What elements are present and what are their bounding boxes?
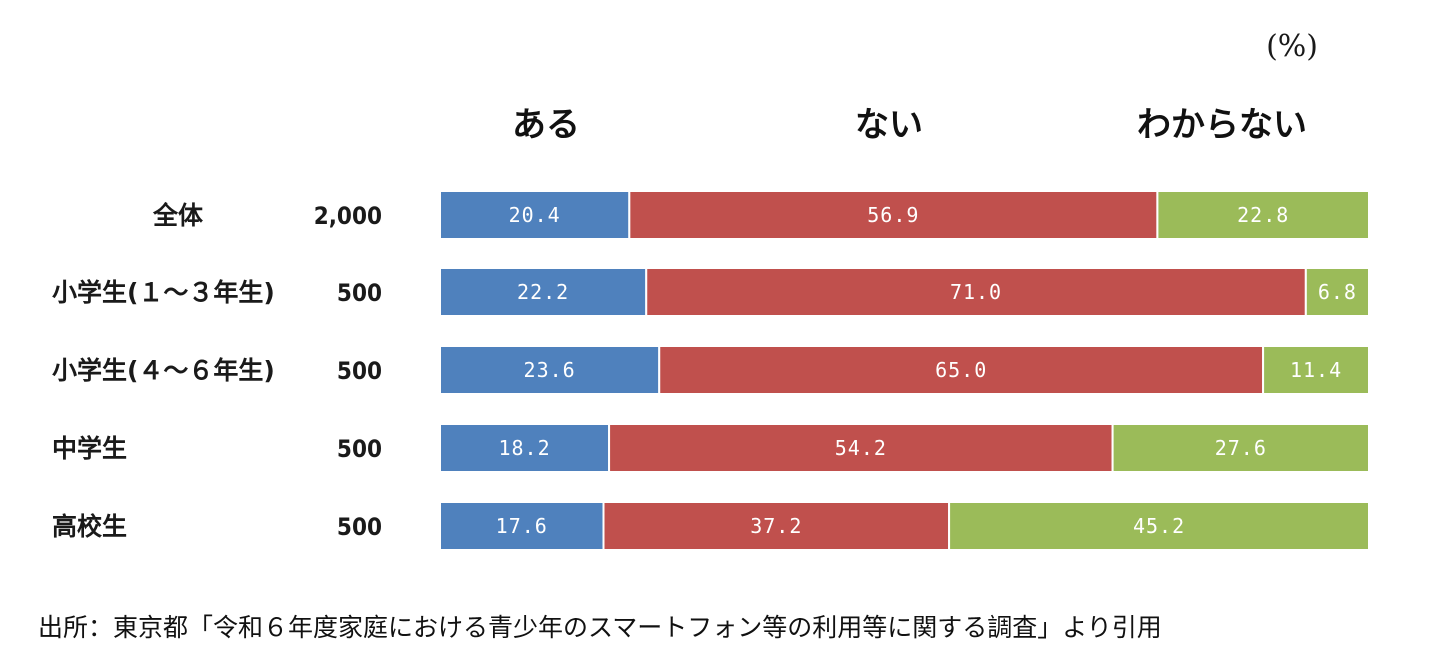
data-label: 22.2 — [517, 280, 569, 304]
data-label: 37.2 — [750, 514, 802, 538]
category-label: 高校生 — [52, 512, 127, 541]
bar-segment — [1304, 267, 1370, 317]
legend-item-2: ない — [855, 105, 923, 145]
bar-segment — [1156, 190, 1371, 240]
sample-size: 500 — [337, 435, 382, 463]
category-label: 小学生(４～６年生) — [52, 356, 275, 385]
data-label: 27.6 — [1215, 436, 1267, 460]
data-label: 6.8 — [1318, 280, 1357, 304]
data-label: 56.9 — [867, 203, 919, 227]
data-label: 45.2 — [1133, 514, 1185, 538]
chart-bars: 20.4 56.9 22.8 22.2 71.0 6.8 23.6 65.0 11.4 18.2 5… — [439, 190, 1371, 551]
sample-size: 500 — [337, 279, 382, 307]
data-label: 71.0 — [950, 280, 1002, 304]
data-label: 11.4 — [1290, 358, 1342, 382]
legend-item-1: ある — [512, 105, 580, 145]
category-label: 小学生(１～３年生) — [52, 278, 275, 307]
category-label: 全体 — [152, 201, 204, 230]
bar-segment — [439, 345, 661, 395]
unit-label: (%) — [1266, 29, 1318, 64]
data-label: 18.2 — [498, 436, 550, 460]
source-note: 出所：東京都「令和６年度家庭における青少年のスマートフォン等の利用等に関する調査… — [38, 613, 1162, 642]
data-label: 17.6 — [496, 514, 548, 538]
category-label: 中学生 — [52, 434, 127, 463]
sample-size: 2,000 — [314, 202, 382, 230]
data-label: 22.8 — [1237, 203, 1289, 227]
bar-segment — [645, 267, 1307, 317]
bar-segment — [602, 501, 951, 551]
bar-segment — [628, 190, 1159, 240]
data-label: 54.2 — [835, 436, 887, 460]
sample-size: 500 — [337, 513, 382, 541]
sample-size: 500 — [337, 357, 382, 385]
legend: ある ない わからない — [512, 105, 1307, 145]
bar-segment — [439, 423, 611, 473]
bar-segment — [1262, 345, 1370, 395]
bar-segment — [1111, 423, 1370, 473]
legend-item-3: わからない — [1137, 105, 1307, 145]
chart-rows: 全体 2,000 小学生(１～３年生) 500 小学生(４～６年生) 500 中学生 500 高… — [52, 201, 382, 541]
bar-segment — [658, 345, 1265, 395]
data-label: 23.6 — [524, 358, 576, 382]
bar-segment — [948, 501, 1371, 551]
bar-segment — [439, 501, 605, 551]
data-label: 20.4 — [509, 203, 561, 227]
bar-segment — [439, 190, 631, 240]
data-label: 65.0 — [935, 358, 987, 382]
